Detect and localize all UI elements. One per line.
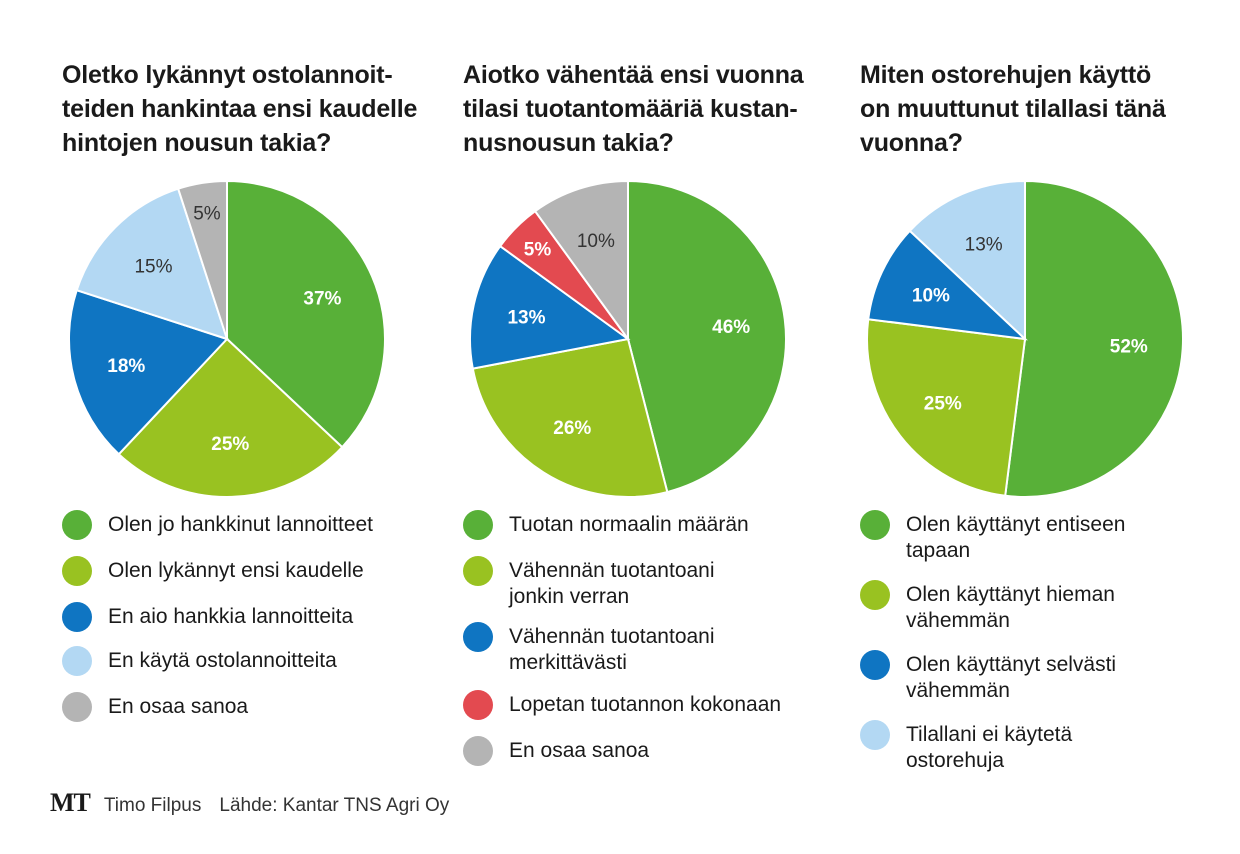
legend-swatch xyxy=(463,690,493,720)
pie-slice xyxy=(471,337,669,498)
pie-chart: 52% 25% 10% 13% xyxy=(866,179,1184,498)
legend-swatch xyxy=(62,692,92,722)
legend-label: En osaa sanoa xyxy=(108,695,249,718)
legend-swatch xyxy=(463,556,493,586)
pie-slice xyxy=(866,318,1027,497)
slice-label: 13% xyxy=(507,307,545,328)
legend-label: Olen käyttänyt hieman vähemmän xyxy=(906,583,1115,632)
legend-item: Tuotan normaalin määrän xyxy=(463,510,749,540)
legend-item: Lopetan tuotannon kokonaan xyxy=(463,690,781,720)
pie-slice xyxy=(68,288,229,456)
legend-label: Tuotan normaalin määrän xyxy=(509,513,749,536)
legend-label: En aio hankkia lannoitteita xyxy=(108,605,354,628)
legend-item: En käytä ostolannoitteita xyxy=(62,646,337,676)
chart-title: Aiotko vähentää ensi vuonna tilasi tuota… xyxy=(463,61,804,157)
legend-swatch xyxy=(860,510,890,540)
footer: MT Timo Filpus Lähde: Kantar TNS Agri Oy xyxy=(50,788,467,818)
chart-title: Miten ostorehujen käyttö on muuttunut ti… xyxy=(860,61,1166,157)
legend-label: En käytä ostolannoitteita xyxy=(108,649,337,672)
slice-label: 15% xyxy=(134,256,172,277)
legend-item: Olen käyttänyt selvästi vähemmän xyxy=(860,650,1116,704)
chart-panel-1: Oletko lykännyt ostolannoit- teiden hank… xyxy=(62,58,442,722)
legend-label: Olen lykännyt ensi kaudelle xyxy=(108,559,364,582)
slice-label: 10% xyxy=(912,286,950,307)
slice-label: 5% xyxy=(193,204,221,225)
author-credit: Timo Filpus xyxy=(103,795,202,816)
legend-label: Olen käyttänyt selvästi vähemmän xyxy=(906,653,1117,702)
chart-title: Oletko lykännyt ostolannoit- teiden hank… xyxy=(62,61,418,157)
legend-swatch xyxy=(62,510,92,540)
legend-swatch xyxy=(860,650,890,680)
pie-chart: 37% 25% 18% 15% 5% xyxy=(68,179,386,498)
chart-panel-2: Aiotko vähentää ensi vuonna tilasi tuota… xyxy=(463,58,843,766)
legend-item: En osaa sanoa xyxy=(463,736,649,766)
legend-item: En osaa sanoa xyxy=(62,692,248,722)
slice-label: 37% xyxy=(303,289,341,310)
legend-label: Tilallani ei käytetä ostorehuja xyxy=(906,723,1073,772)
slice-label: 5% xyxy=(524,239,552,260)
legend-swatch xyxy=(860,580,890,610)
legend-item: Olen käyttänyt entiseen tapaan xyxy=(860,510,1125,564)
slice-label: 10% xyxy=(577,231,615,252)
pie-slice xyxy=(627,179,787,494)
slice-label: 46% xyxy=(712,317,750,338)
legend-label: Olen käyttänyt entiseen tapaan xyxy=(906,513,1126,562)
pie-slice xyxy=(908,179,1026,342)
slice-label: 25% xyxy=(211,434,249,455)
pie-slice xyxy=(226,179,386,449)
pie-slice xyxy=(867,229,1028,341)
legend-label: Olen jo hankkinut lannoitteet xyxy=(108,513,374,536)
legend-swatch xyxy=(860,720,890,750)
legend-swatch xyxy=(463,622,493,652)
legend-item: Tilallani ei käytetä ostorehuja xyxy=(860,720,1072,774)
legend-label: Vähennän tuotantoani merkittävästi xyxy=(509,625,715,674)
slice-label: 18% xyxy=(107,356,145,377)
legend-label: En osaa sanoa xyxy=(509,739,650,762)
pie-slice xyxy=(176,179,228,340)
legend-item: En aio hankkia lannoitteita xyxy=(62,602,353,632)
legend-swatch xyxy=(463,510,493,540)
legend-item: Olen lykännyt ensi kaudelle xyxy=(62,556,364,586)
legend-swatch xyxy=(62,602,92,632)
legend-item: Vähennän tuotantoani merkittävästi xyxy=(463,622,715,676)
legend-item: Olen jo hankkinut lannoitteet xyxy=(62,510,373,540)
legend-label: Lopetan tuotannon kokonaan xyxy=(509,693,782,716)
slice-label: 52% xyxy=(1110,337,1148,358)
source-credit: Lähde: Kantar TNS Agri Oy xyxy=(219,795,450,816)
pie-chart: 46% 26% 13% 5% 10% xyxy=(469,179,787,498)
legend-item: Olen käyttänyt hieman vähemmän xyxy=(860,580,1115,634)
slice-label: 13% xyxy=(965,235,1003,256)
slice-label: 26% xyxy=(553,418,591,439)
legend-swatch xyxy=(62,646,92,676)
pie-slice xyxy=(1004,179,1184,498)
legend-swatch xyxy=(62,556,92,586)
legend-swatch xyxy=(463,736,493,766)
pie-slice xyxy=(533,179,629,343)
pie-slice xyxy=(117,337,344,498)
pie-slice xyxy=(469,244,631,370)
chart-panel-3: Miten ostorehujen käyttö on muuttunut ti… xyxy=(860,58,1240,772)
mt-logo: MT xyxy=(50,788,91,817)
slice-label: 25% xyxy=(924,394,962,415)
legend-item: Vähennän tuotantoani jonkin verran xyxy=(463,556,715,610)
legend-label: Vähennän tuotantoani jonkin verran xyxy=(509,559,715,608)
